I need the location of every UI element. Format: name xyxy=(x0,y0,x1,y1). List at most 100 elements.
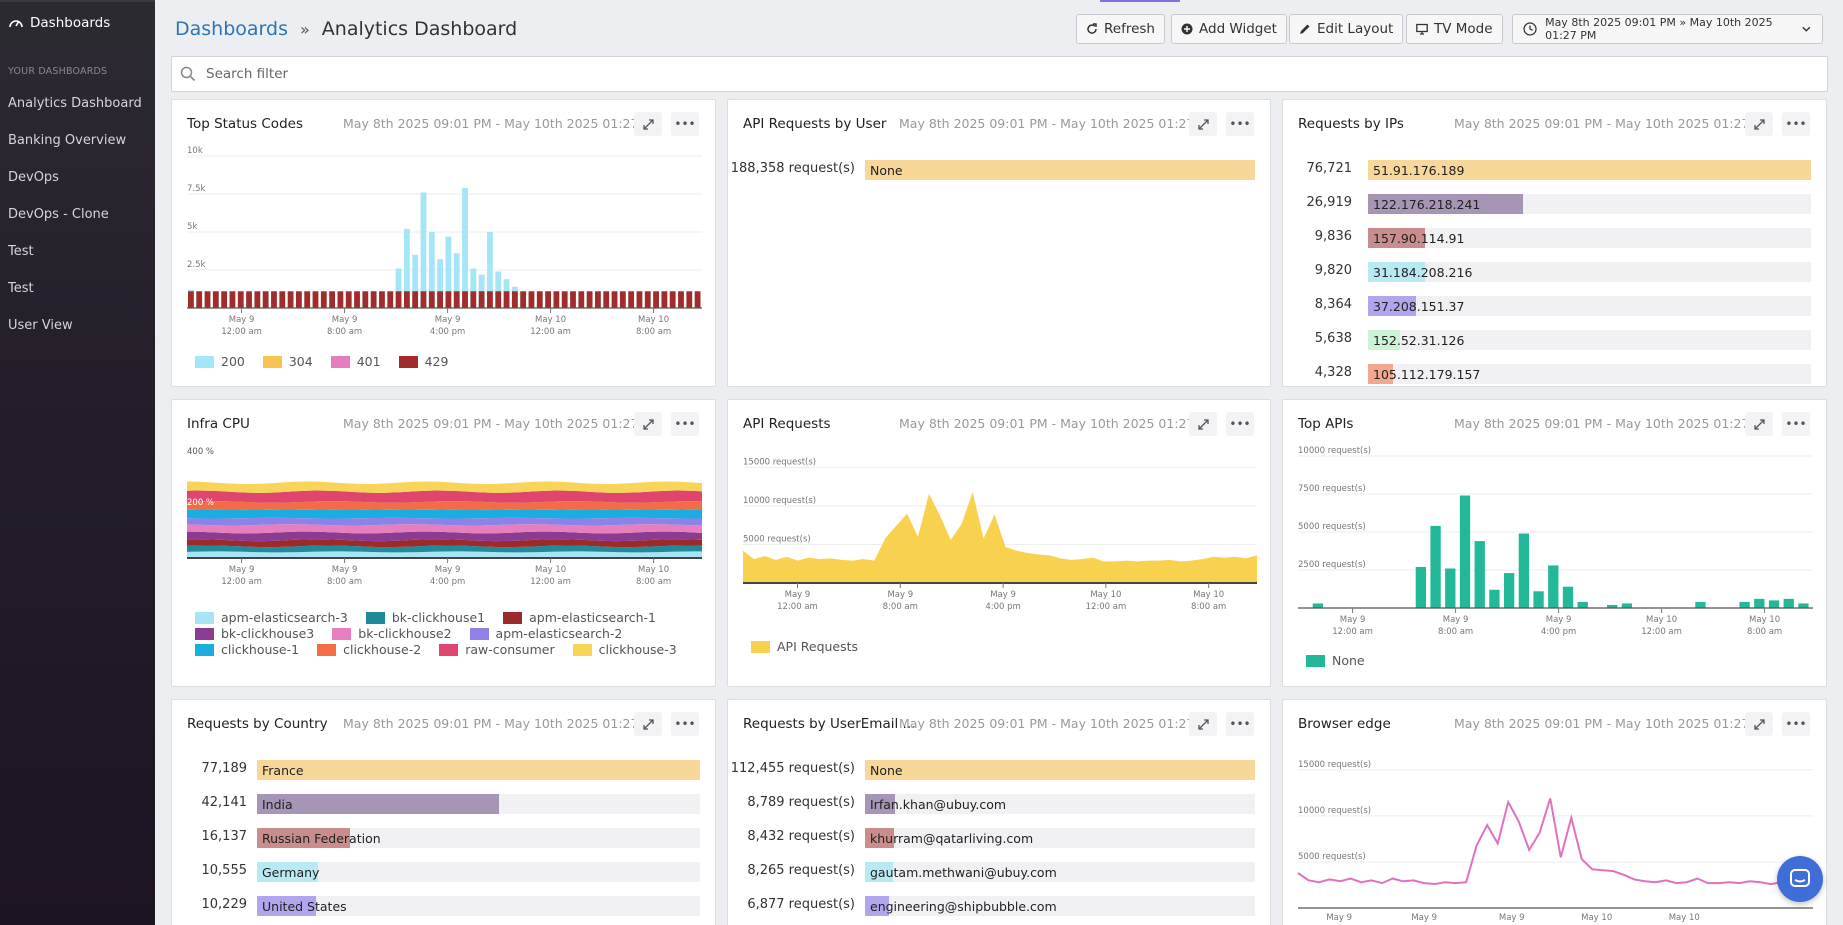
legend-label: raw-consumer xyxy=(465,642,555,657)
expand-button[interactable] xyxy=(1745,712,1773,736)
sidebar-item-banking-overview[interactable]: Banking Overview xyxy=(8,133,127,148)
sidebar-item-test-2[interactable]: Test xyxy=(8,281,34,296)
more-options-button[interactable]: ••• xyxy=(1782,712,1810,736)
bar-429 xyxy=(412,291,419,308)
sidebar-item-test[interactable]: Test xyxy=(8,244,34,259)
more-options-button[interactable]: ••• xyxy=(671,712,699,736)
more-options-button[interactable]: ••• xyxy=(1226,412,1254,436)
expand-button[interactable] xyxy=(634,712,662,736)
more-options-button[interactable]: ••• xyxy=(1226,712,1254,736)
more-options-button[interactable]: ••• xyxy=(1782,112,1810,136)
cpu-area-series xyxy=(187,545,702,553)
list-row[interactable]: 42,141 India xyxy=(172,791,715,825)
legend-item[interactable]: apm-elasticsearch-3 xyxy=(195,610,348,625)
legend-item[interactable]: clickhouse-2 xyxy=(317,642,421,657)
expand-button[interactable] xyxy=(1189,712,1217,736)
more-options-button[interactable]: ••• xyxy=(1226,112,1254,136)
legend-item[interactable]: clickhouse-1 xyxy=(195,642,299,657)
row-bar-track: 105.112.179.157 xyxy=(1368,364,1811,384)
edit-layout-button[interactable]: Edit Layout xyxy=(1289,14,1404,44)
add-widget-button[interactable]: Add Widget xyxy=(1171,14,1287,44)
legend-item[interactable]: 200 xyxy=(195,354,245,369)
list-row[interactable]: 16,137 Russian Federation xyxy=(172,825,715,859)
list-row[interactable]: 76,721 51.91.176.189 xyxy=(1283,157,1826,191)
x-tick-label: 8:00 am xyxy=(1747,627,1782,637)
bar-200 xyxy=(445,236,452,308)
x-tick-label: May 10 xyxy=(1090,590,1121,600)
legend-item[interactable]: bk-clickhouse3 xyxy=(195,626,314,641)
list-row[interactable]: 8,364 37.208.151.37 xyxy=(1283,293,1826,327)
status-codes-legend: 200 304 401 429 xyxy=(195,354,448,369)
bar-429 xyxy=(237,291,244,308)
legend-item[interactable]: apm-elasticsearch-1 xyxy=(503,610,656,625)
x-tick-label: May 10 xyxy=(535,565,566,575)
search-bar xyxy=(171,56,1828,92)
list-row[interactable]: 77,189 France xyxy=(172,757,715,791)
sidebar-item-analytics-dashboard[interactable]: Analytics Dashboard xyxy=(8,96,142,111)
bar-429 xyxy=(478,291,485,308)
legend-item[interactable]: 304 xyxy=(262,354,313,369)
legend-item[interactable]: clickhouse-3 xyxy=(572,642,677,657)
list-row[interactable]: 6,877 request(s) engineering@shipbubble.c… xyxy=(728,893,1270,925)
legend-item[interactable]: 429 xyxy=(398,354,448,369)
list-row[interactable]: 9,820 31.184.208.216 xyxy=(1283,259,1826,293)
y-tick-label: 10000 request(s) xyxy=(743,496,816,506)
legend-item[interactable]: None xyxy=(1306,653,1365,668)
more-options-button[interactable]: ••• xyxy=(671,112,699,136)
list-row[interactable]: 8,265 request(s) gautam.methwani@ubuy.com xyxy=(728,859,1270,893)
x-tick-label: 4:00 pm xyxy=(430,577,465,587)
sidebar-brand[interactable]: Dashboards xyxy=(0,0,155,44)
legend-item[interactable]: bk-clickhouse2 xyxy=(332,626,452,641)
bar-429 xyxy=(487,291,493,308)
bar-429 xyxy=(595,291,601,308)
sidebar-item-devops-clone[interactable]: DevOps - Clone xyxy=(8,207,109,222)
bar-200 xyxy=(495,271,502,308)
widget-date-range: May 8th 2025 09:01 PM - May 10th 2025 01… xyxy=(899,416,1217,431)
breadcrumb-dashboards-link[interactable]: Dashboards xyxy=(175,18,288,40)
legend-swatch xyxy=(330,355,350,368)
sidebar-item-devops[interactable]: DevOps xyxy=(8,170,59,185)
widget-date-range: May 8th 2025 09:01 PM - May 10th 2025 01… xyxy=(899,716,1217,731)
expand-button[interactable] xyxy=(1745,112,1773,136)
expand-button[interactable] xyxy=(1189,112,1217,136)
date-range-picker[interactable]: May 8th 2025 09:01 PM » May 10th 2025 01… xyxy=(1512,14,1823,44)
legend-item[interactable]: bk-clickhouse1 xyxy=(365,610,486,625)
refresh-button[interactable]: Refresh xyxy=(1076,14,1165,44)
top-apis-bar xyxy=(1445,568,1456,608)
list-row[interactable]: 9,836 157.90.114.91 xyxy=(1283,225,1826,259)
expand-button[interactable] xyxy=(634,412,662,436)
list-row[interactable]: 10,555 Germany xyxy=(172,859,715,893)
legend-item[interactable]: API Requests xyxy=(751,639,858,654)
legend-swatch xyxy=(195,611,214,624)
legend-item[interactable]: raw-consumer xyxy=(439,642,555,657)
sidebar-item-user-view[interactable]: User View xyxy=(8,318,73,333)
list-row[interactable]: 26,919 122.176.218.241 xyxy=(1283,191,1826,225)
list-row[interactable]: 10,229 United States xyxy=(172,893,715,925)
expand-button[interactable] xyxy=(1189,412,1217,436)
bar-429 xyxy=(578,291,585,308)
x-tick-label: 4:00 pm xyxy=(985,602,1020,612)
legend-item[interactable]: apm-elasticsearch-2 xyxy=(469,626,622,641)
list-row[interactable]: 5,638 152.52.31.126 xyxy=(1283,327,1826,361)
search-filter-input[interactable] xyxy=(206,66,1827,82)
legend-item[interactable]: 401 xyxy=(330,354,381,369)
tv-mode-button[interactable]: TV Mode xyxy=(1406,14,1503,44)
more-options-button[interactable]: ••• xyxy=(671,412,699,436)
more-options-button[interactable]: ••• xyxy=(1782,412,1810,436)
list-row[interactable]: 4,328 105.112.179.157 xyxy=(1283,361,1826,386)
row-label: 152.52.31.126 xyxy=(1373,333,1465,348)
legend-label: bk-clickhouse3 xyxy=(221,626,315,641)
x-tick-label: May 9 xyxy=(785,590,811,600)
legend-label: 401 xyxy=(356,354,381,369)
list-row[interactable]: 188,358 request(s) None xyxy=(728,157,1270,191)
chat-launcher-button[interactable] xyxy=(1777,856,1823,902)
legend-label: bk-clickhouse1 xyxy=(391,610,486,625)
list-row[interactable]: 8,432 request(s) khurram@qatarliving.com xyxy=(728,825,1270,859)
list-row[interactable]: 112,455 request(s) None xyxy=(728,757,1270,791)
list-row[interactable]: 8,789 request(s) Irfan.khan@ubuy.com xyxy=(728,791,1270,825)
expand-button[interactable] xyxy=(1745,412,1773,436)
search-icon xyxy=(180,66,196,82)
legend-swatch xyxy=(572,643,592,656)
bar-200 xyxy=(470,268,477,308)
expand-button[interactable] xyxy=(634,112,662,136)
